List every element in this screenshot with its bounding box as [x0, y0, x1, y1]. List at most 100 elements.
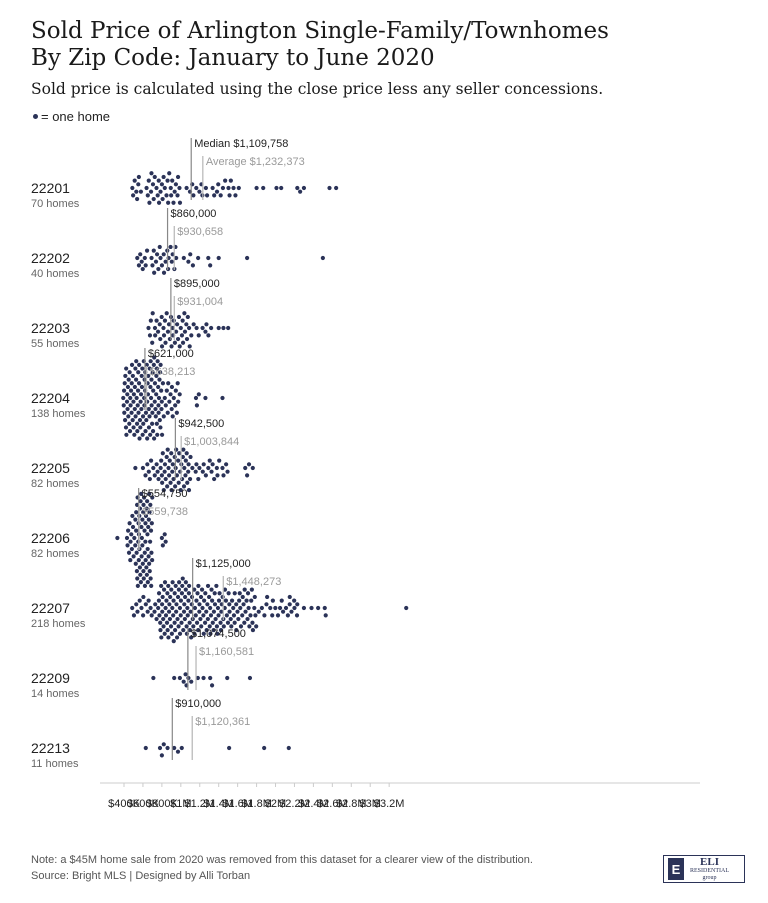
logo-text-line2: RESIDENTIAL [690, 867, 729, 874]
home-dot [236, 185, 241, 191]
home-dot [334, 185, 339, 191]
home-dot [137, 436, 142, 441]
home-dot [177, 344, 182, 349]
home-dot [163, 403, 168, 408]
home-dot [176, 624, 181, 629]
home-dot [131, 554, 136, 559]
home-dot [173, 182, 178, 187]
home-dot [150, 182, 156, 187]
home-dot [182, 329, 188, 334]
home-dot [210, 598, 215, 603]
home-dot [150, 311, 155, 316]
home-dot [161, 487, 166, 493]
home-dot [146, 425, 152, 430]
home-dot [226, 185, 231, 191]
logo-text-line3: group [702, 874, 717, 881]
home-dot [145, 532, 150, 537]
home-dot [165, 627, 170, 633]
home-dot [134, 510, 139, 515]
title-line-1: Sold Price of Arlington Single-Family/To… [31, 18, 609, 44]
home-dot [283, 605, 289, 611]
home-dot [194, 620, 200, 625]
home-dot [254, 185, 259, 191]
chart-subtitle: Sold price is calculated using the close… [31, 80, 604, 98]
home-dot [152, 174, 157, 180]
home-dot [184, 624, 189, 629]
home-dot [220, 395, 225, 401]
home-dot [165, 329, 171, 334]
home-dot [153, 414, 158, 419]
home-dot [212, 193, 217, 198]
home-dot [128, 403, 133, 408]
home-dot [213, 616, 218, 622]
home-dot [205, 583, 211, 589]
home-dot [170, 462, 175, 467]
x-tick-label: $2.8M [336, 798, 367, 810]
home-dot [171, 639, 176, 644]
home-dot [167, 602, 172, 607]
homes-count-label: 11 homes [31, 758, 79, 770]
home-dot [147, 569, 152, 574]
home-dot [147, 561, 152, 566]
home-dot [287, 602, 292, 607]
home-dot [225, 620, 231, 625]
home-dot [151, 388, 156, 393]
home-dot [149, 583, 154, 588]
home-dot [163, 605, 168, 611]
home-dot [206, 594, 212, 600]
home-dot [124, 432, 129, 437]
home-dot [145, 462, 150, 467]
home-dot [228, 616, 233, 622]
home-dot [124, 535, 130, 541]
homes-count-label: 40 homes [31, 268, 80, 280]
home-dot [292, 605, 297, 611]
home-dot [128, 388, 134, 393]
home-dot [159, 182, 165, 187]
home-dot [160, 381, 166, 386]
home-dot [208, 605, 213, 611]
home-dot [172, 454, 177, 460]
home-dot [207, 624, 212, 629]
home-dot [143, 745, 148, 751]
home-dot [162, 580, 168, 585]
legend-dot-icon [33, 114, 38, 120]
home-dot [144, 565, 149, 570]
home-dot [133, 543, 138, 548]
home-dot [149, 255, 154, 261]
home-dot [287, 594, 292, 600]
home-dot [197, 609, 202, 614]
average-label: $1,160,581 [199, 646, 254, 658]
home-dot [157, 377, 162, 382]
home-dot [196, 583, 201, 589]
home-dot [245, 473, 250, 478]
home-dot [159, 432, 165, 437]
home-dot [159, 263, 165, 268]
home-dot [166, 609, 172, 614]
home-dot [224, 613, 229, 618]
home-dot [165, 447, 170, 452]
home-dot [205, 602, 210, 607]
home-dot [175, 594, 181, 600]
home-dot [144, 248, 150, 253]
home-dot [197, 602, 202, 607]
home-dot [164, 454, 169, 460]
home-dot [150, 429, 156, 434]
home-dot [177, 675, 182, 681]
home-dot [196, 255, 201, 261]
home-dot [148, 189, 154, 194]
home-dot [207, 458, 212, 463]
home-dot [186, 462, 191, 467]
home-dot [163, 613, 169, 618]
home-dot [159, 535, 164, 541]
home-dot [183, 587, 188, 592]
home-dot [132, 535, 137, 541]
home-dot [183, 458, 188, 463]
x-tick-label: $2.2M [279, 798, 310, 810]
home-dot [156, 403, 161, 408]
home-dot [184, 185, 189, 191]
home-dot [190, 465, 195, 471]
home-dot [126, 414, 131, 419]
home-dot [149, 377, 154, 382]
home-dot [139, 535, 144, 541]
home-dot [148, 605, 153, 611]
